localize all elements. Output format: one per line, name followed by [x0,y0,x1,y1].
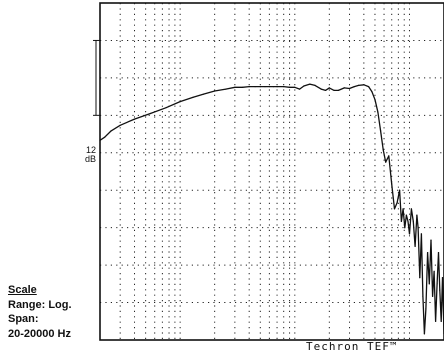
data-point [203,93,205,95]
plot-frame [99,2,444,341]
data-point [435,320,437,322]
data-point [428,283,430,285]
data-point [402,208,404,210]
data-point [385,161,387,163]
data-point [264,86,266,88]
data-point [441,277,444,279]
reference-bar [93,39,100,116]
data-point [405,214,407,216]
data-point [414,245,416,247]
scale-range: Range: Log. [8,298,72,311]
data-point [430,239,432,241]
data-point [328,87,330,89]
data-point [324,89,327,91]
data-point [396,202,398,204]
data-point [433,270,435,272]
data-point [377,111,379,113]
data-point [422,295,424,297]
brand-label: Techron TEF™ [306,340,398,353]
data-point [99,139,101,141]
data-point [388,155,390,157]
data-point [427,252,429,254]
data-point [407,220,409,222]
data-point [149,112,151,115]
data-point [110,130,112,132]
data-point [314,84,316,86]
data-point [343,87,345,89]
data-point [119,124,121,126]
data-point [353,86,355,88]
data-point [368,86,370,88]
data-point [276,86,278,88]
data-point [439,289,441,291]
data-point [268,86,270,88]
data-point [358,84,360,86]
data-point [234,86,236,88]
data-point [320,88,322,90]
scale-span-label: Span: [8,313,39,325]
data-point [254,86,256,88]
data-point [225,88,227,90]
data-point [363,84,365,86]
scale-info: Scale Range: Log. Span: 20-20000 Hz [8,283,72,341]
reference-value: 12 [86,145,97,155]
data-point [192,96,194,98]
data-point [294,86,296,88]
data-point [133,118,136,120]
data-point [404,227,406,229]
data-point [241,86,244,88]
data-point [425,308,427,310]
data-point [419,277,421,279]
data-point [248,86,250,88]
data-point [417,227,419,229]
scale-span-value: 20-20000 Hz [8,327,71,340]
data-point [382,149,384,151]
series-line [99,83,444,335]
reference-unit: dB [85,154,97,164]
data-point [420,233,422,235]
data-point [410,208,412,210]
data-point [380,130,382,132]
data-point [408,233,411,235]
data-point [214,90,216,92]
data-point [399,189,401,191]
data-point [412,220,414,222]
scale-title: Scale [8,284,37,296]
grid [100,3,444,340]
series-points [99,83,444,335]
data-point [348,87,351,90]
data-point [440,320,442,322]
data-point [391,183,393,185]
data-point [289,86,291,88]
data-point [436,283,438,285]
data-point [337,89,339,91]
data-point [272,86,274,88]
data-point [374,99,376,101]
data-point [400,220,402,222]
data-point [393,208,396,210]
data-point [299,88,301,90]
data-point [423,333,425,335]
data-point [309,83,311,85]
data-point [259,86,261,88]
data-point [165,107,167,109]
data-point [416,214,418,216]
data-point [303,85,305,87]
data-point [283,86,285,88]
data-point [333,89,335,91]
data-point [179,101,181,103]
data-point [432,295,434,297]
data-point [437,252,440,254]
data-point [371,91,373,93]
data-point [104,136,106,138]
